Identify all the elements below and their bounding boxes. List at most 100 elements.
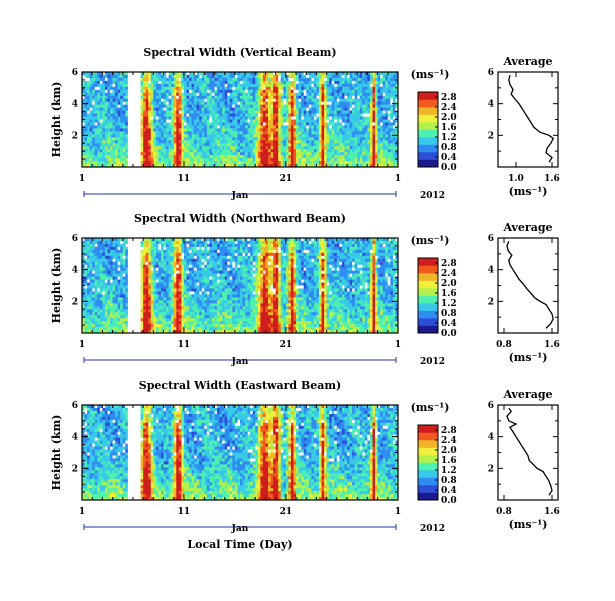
heatmap-cell: [127, 101, 131, 106]
heatmap-cell: [194, 119, 198, 123]
heatmap-cell: [334, 155, 338, 159]
heatmap-cell: [364, 89, 368, 94]
heatmap-cell: [104, 270, 108, 275]
heatmap-cell: [273, 161, 277, 165]
heatmap-cell: [247, 149, 251, 153]
heatmap-cell: [290, 134, 294, 138]
heatmap-cell: [163, 155, 167, 159]
heatmap-cell: [224, 164, 228, 168]
heatmap-cell: [247, 164, 251, 168]
heatmap-cell: [257, 155, 261, 159]
heatmap-cell: [326, 140, 330, 144]
heatmap-cell: [204, 98, 208, 103]
heatmap-cell: [293, 107, 297, 111]
heatmap-cell: [186, 98, 190, 103]
heatmap-cell: [349, 104, 353, 109]
heatmap-cell: [331, 92, 335, 97]
heatmap-cell: [372, 116, 376, 120]
heatmap-cell: [145, 137, 149, 141]
heatmap-cell: [84, 321, 88, 325]
heatmap-cell: [349, 158, 353, 162]
colorbar-tick-label: 0.8: [441, 143, 457, 153]
heatmap-cell: [120, 116, 124, 120]
heatmap-cell: [201, 143, 205, 147]
heatmap-cell: [319, 149, 322, 153]
heatmap-cell: [181, 86, 185, 91]
heatmap-cell: [385, 149, 389, 153]
heatmap-cell: [89, 261, 93, 266]
heatmap-cell: [120, 128, 124, 132]
heatmap-cell: [341, 146, 345, 150]
heatmap-cell: [204, 116, 208, 120]
heatmap-cell: [122, 146, 126, 150]
heatmap-cell: [227, 149, 231, 153]
heatmap-cell: [117, 303, 121, 307]
heatmap-cell: [359, 158, 363, 162]
heatmap-cell: [293, 86, 297, 91]
heatmap-cell: [110, 312, 113, 316]
heatmap-cell: [102, 146, 106, 150]
heatmap-cell: [143, 89, 147, 94]
heatmap-cell: [117, 164, 121, 168]
heatmap-cell: [313, 80, 317, 85]
heatmap-cell: [377, 164, 381, 168]
heatmap-cell: [158, 161, 162, 165]
heatmap-cell: [166, 110, 170, 114]
colorbar-segment: [418, 119, 438, 123]
heatmap-cell: [181, 77, 185, 82]
heatmap-cell: [135, 140, 139, 144]
heatmap-cell: [390, 164, 394, 168]
heatmap-cell: [347, 137, 350, 141]
heatmap-cell: [211, 74, 215, 79]
heatmap-cell: [280, 161, 284, 165]
heatmap-cell: [84, 110, 88, 114]
heatmap-cell: [99, 315, 103, 319]
heatmap-cell: [349, 113, 353, 117]
heatmap-cell: [130, 110, 134, 114]
heatmap-cell: [130, 128, 134, 132]
heatmap-cell: [331, 155, 335, 159]
heatmap-cell: [92, 72, 96, 76]
heatmap-cell: [341, 110, 345, 114]
heatmap-cell: [395, 98, 399, 103]
heatmap-cell: [265, 107, 269, 111]
heatmap-cell: [112, 113, 116, 117]
heatmap-cell: [204, 158, 208, 162]
heatmap-cell: [199, 72, 203, 76]
heatmap-cell: [217, 98, 221, 103]
heatmap-cell: [362, 92, 366, 97]
heatmap-cell: [196, 92, 200, 97]
heatmap-cell: [132, 315, 136, 319]
heatmap-cell: [132, 330, 136, 334]
heatmap-cell: [395, 110, 399, 114]
heatmap-cell: [324, 113, 328, 117]
heatmap-cell: [110, 282, 113, 286]
heatmap-cell: [206, 113, 210, 117]
heatmap-cell: [354, 107, 358, 111]
heatmap-cell: [102, 116, 106, 120]
heatmap-cell: [293, 98, 297, 103]
heatmap-cell: [110, 110, 113, 114]
heatmap-cell: [161, 143, 164, 147]
heatmap-cell: [196, 116, 200, 120]
heatmap-cell: [110, 119, 113, 123]
heatmap-cell: [344, 72, 348, 76]
heatmap-cell: [339, 92, 343, 97]
heatmap-cell: [112, 116, 116, 120]
heatmap-cell: [369, 98, 373, 103]
heatmap-cell: [158, 122, 162, 126]
heatmap-cell: [362, 113, 366, 117]
heatmap-cell: [99, 104, 103, 109]
heatmap-cell: [87, 158, 91, 162]
heatmap-cell: [194, 158, 198, 162]
heatmap-cell: [150, 86, 154, 91]
heatmap-cell: [84, 291, 88, 295]
heatmap-cell: [163, 107, 167, 111]
heatmap-cell: [120, 158, 124, 162]
heatmap-cell: [140, 122, 144, 126]
heatmap-cell: [145, 98, 149, 103]
heatmap-cell: [224, 143, 228, 147]
heatmap-cell: [204, 86, 208, 91]
heatmap-cell: [247, 158, 251, 162]
heatmap-cell: [296, 86, 300, 91]
